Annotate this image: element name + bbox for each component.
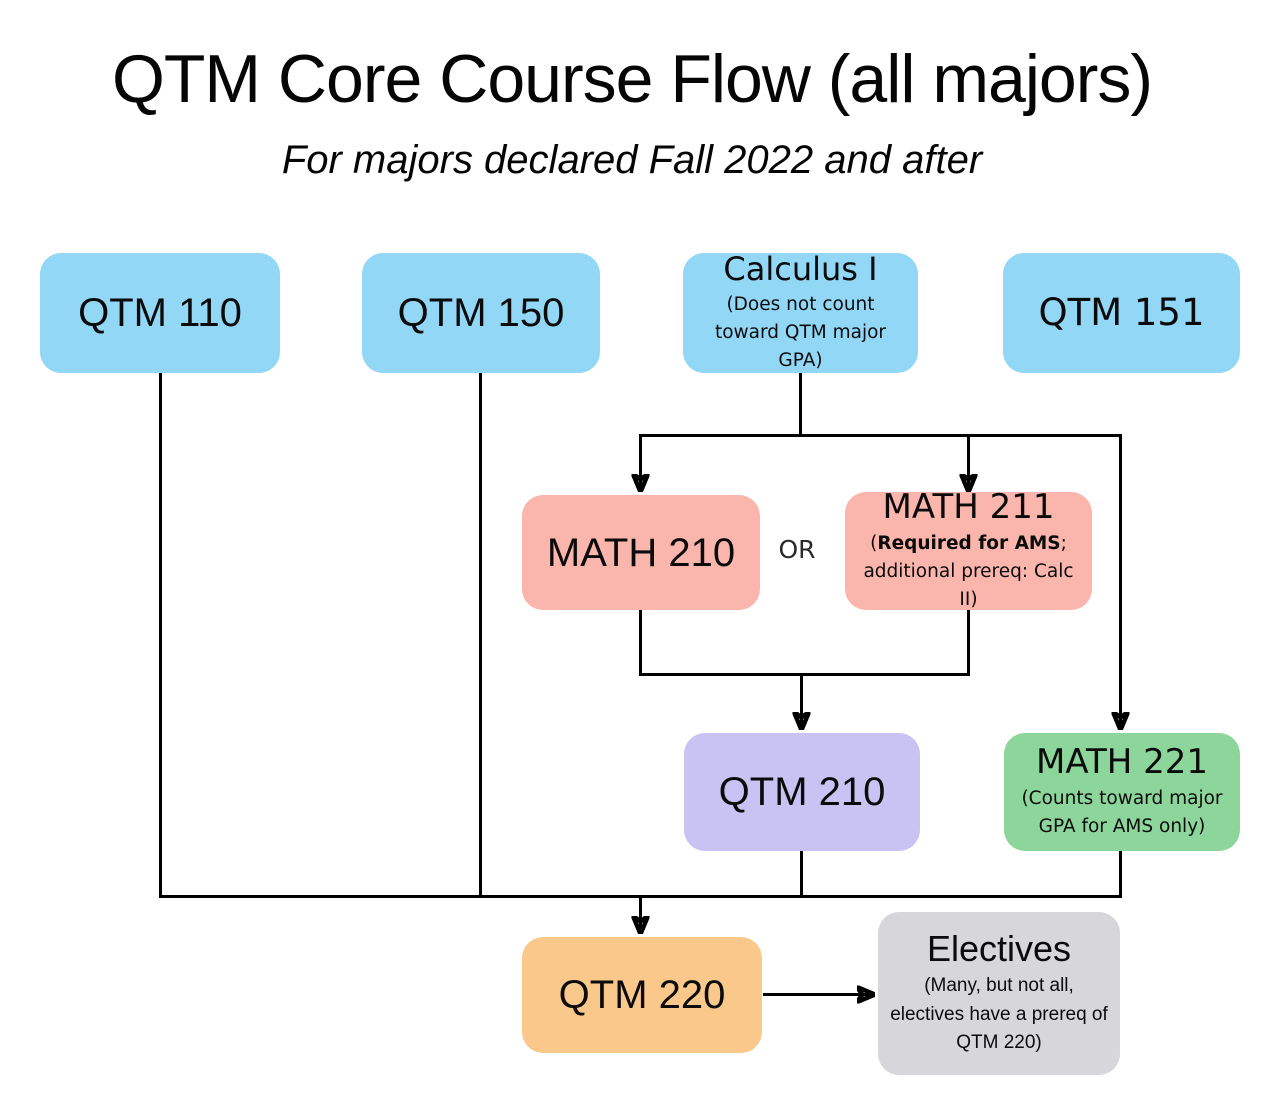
node-math-221-label: MATH 221 bbox=[1036, 742, 1208, 783]
node-math-221-caption: (Counts toward major GPA for AMS only) bbox=[1021, 788, 1223, 838]
node-qtm-220-label: QTM 220 bbox=[558, 973, 726, 1017]
node-qtm-210: QTM 210 bbox=[684, 733, 920, 851]
node-qtm-110-label: QTM 110 bbox=[78, 291, 242, 335]
node-electives: Electives (Many, but not all, electives … bbox=[878, 912, 1120, 1075]
page-subtitle: For majors declared Fall 2022 and after bbox=[281, 138, 983, 182]
node-math-221: MATH 221 (Counts toward major GPA for AM… bbox=[1004, 733, 1240, 851]
or-connector-label: OR bbox=[778, 535, 816, 564]
node-calculus-1-label: Calculus I bbox=[723, 250, 878, 289]
node-qtm-110: QTM 110 bbox=[40, 253, 280, 373]
node-math-210: MATH 210 bbox=[522, 495, 760, 610]
node-math-211-caption: (Required for AMS; additional prereq: Ca… bbox=[845, 530, 1092, 613]
node-qtm-151: QTM 151 bbox=[1003, 253, 1240, 373]
node-electives-label: Electives bbox=[926, 928, 1072, 970]
node-math-211-label: MATH 211 bbox=[882, 487, 1055, 528]
caption-open-paren: ( bbox=[870, 533, 878, 555]
caption-rest-text: ; additional prereq: Calc II) bbox=[863, 533, 1074, 610]
node-math-210-label: MATH 210 bbox=[546, 530, 736, 575]
node-calculus-1: Calculus I (Does not count toward QTM ma… bbox=[683, 250, 918, 373]
node-qtm-151-label: QTM 151 bbox=[1038, 290, 1205, 334]
node-electives-caption: (Many, but not all, electives have a pre… bbox=[890, 975, 1108, 1054]
caption-bold-text: Required for AMS bbox=[877, 533, 1061, 555]
node-calculus-1-caption: (Does not count toward QTM major GPA) bbox=[714, 294, 887, 371]
node-qtm-150: QTM 150 bbox=[362, 253, 600, 373]
node-qtm-220: QTM 220 bbox=[522, 937, 762, 1053]
node-math-211: MATH 211 (Required for AMS; additional p… bbox=[845, 488, 1092, 613]
node-qtm-150-label: QTM 150 bbox=[397, 291, 565, 335]
node-qtm-210-label: QTM 210 bbox=[718, 770, 886, 814]
page-title: QTM Core Course Flow (all majors) bbox=[111, 41, 1153, 117]
